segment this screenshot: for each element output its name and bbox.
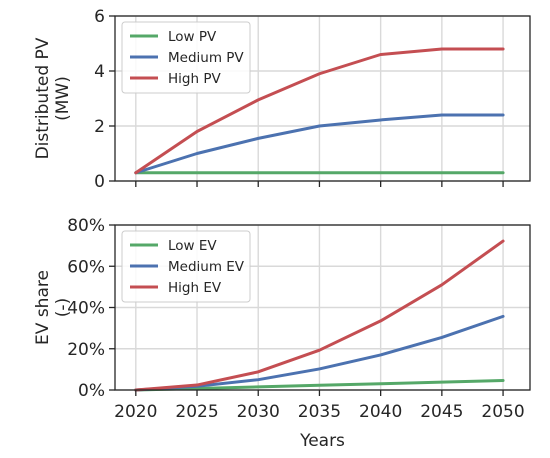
legend: Low PV Medium PV High PV [121,21,251,94]
legend-entry: High PV [168,71,221,87]
legend-frame [121,230,251,303]
x-tick-label: 2040 [359,402,402,422]
legend-entry: High EV [168,280,222,296]
series-line-high-pv [134,47,505,175]
y-tick-label: 60% [67,257,105,277]
y-axis-label: Distributed PV(MW) [33,37,73,159]
y-tick-label: 4 [94,62,105,82]
y-tick-label: 40% [67,299,105,319]
series-line-medium-pv [134,113,505,175]
legend-entry: Medium EV [168,259,245,275]
y-tick-label: 20% [67,340,105,360]
y-tick-label: 2 [94,117,105,137]
y-axis-label-line: EV share [33,270,53,345]
y-tick-label: 0% [78,381,105,401]
y-tick-label: 0 [94,172,105,192]
y-axis-label: EV share(-) [33,270,73,345]
x-tick-label: 2035 [298,402,341,422]
x-axis-label: Years [299,431,345,451]
legend-entry: Low EV [168,238,217,254]
x-tick-label: 2020 [114,402,157,422]
x-tick-label: 2030 [237,402,280,422]
y-axis-label-line: (-) [53,298,73,317]
legend-entry: Low PV [168,29,217,45]
panel-1: 0 2 4 6 Distributed PV(MW) Low PV Medium PV Hig… [33,7,531,192]
x-tick-label: 2045 [420,402,463,422]
legend-frame [121,21,251,94]
x-tick-label: 2025 [175,402,218,422]
legend: Low EV Medium EV High EV [121,230,251,303]
legend-entry: Medium PV [168,50,244,66]
x-tick-label: 2050 [481,402,524,422]
series-line-high-ev [134,239,505,392]
y-axis-label-line: (MW) [53,76,73,121]
y-tick-label: 6 [94,7,105,27]
panel-2: 0% 20% 40% 60% 80% 2020 2025 2030 2035 2040 2045 20… [33,216,531,451]
series-line-low-ev [134,379,505,392]
plot-frame [114,15,531,182]
y-axis-label-line: Distributed PV [33,37,53,159]
y-tick-label: 80% [67,216,105,236]
